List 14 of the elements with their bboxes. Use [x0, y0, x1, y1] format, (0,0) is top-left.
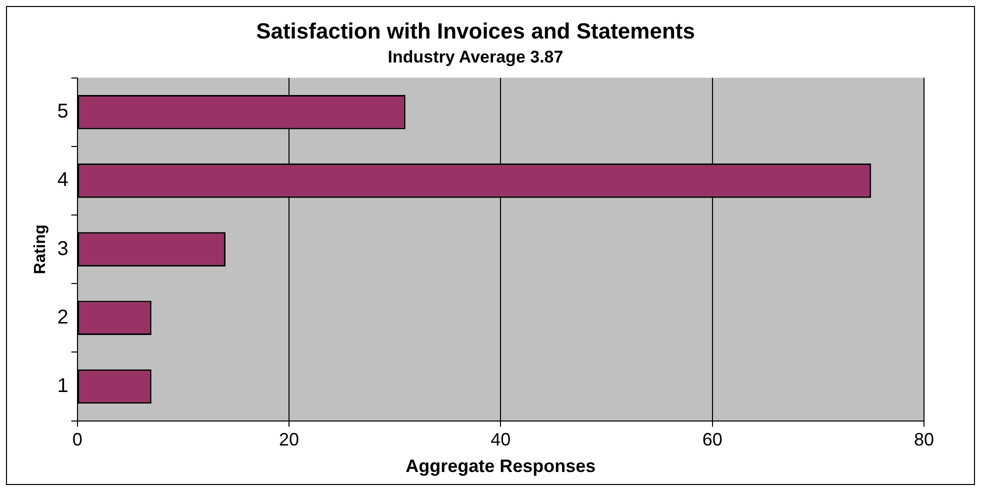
- y-tick-label: 4: [57, 169, 68, 192]
- chart-subtitle: Industry Average 3.87: [388, 47, 564, 66]
- y-axis-title: Rating: [32, 224, 50, 274]
- y-tick-label: 2: [57, 306, 68, 328]
- x-axis-title: Aggregate Responses: [406, 456, 596, 476]
- x-tick-label: 20: [278, 430, 300, 450]
- chart-title: Satisfaction with Invoices and Statements: [256, 18, 695, 44]
- x-tick-label: 0: [72, 430, 82, 450]
- y-tick-label: 3: [57, 238, 68, 260]
- y-tick-label: 1: [57, 375, 68, 398]
- x-tick-label: 40: [490, 430, 511, 450]
- y-tick-label: 5: [57, 100, 68, 123]
- x-tick-label: 60: [702, 430, 722, 450]
- x-tick-label: 80: [914, 430, 934, 450]
